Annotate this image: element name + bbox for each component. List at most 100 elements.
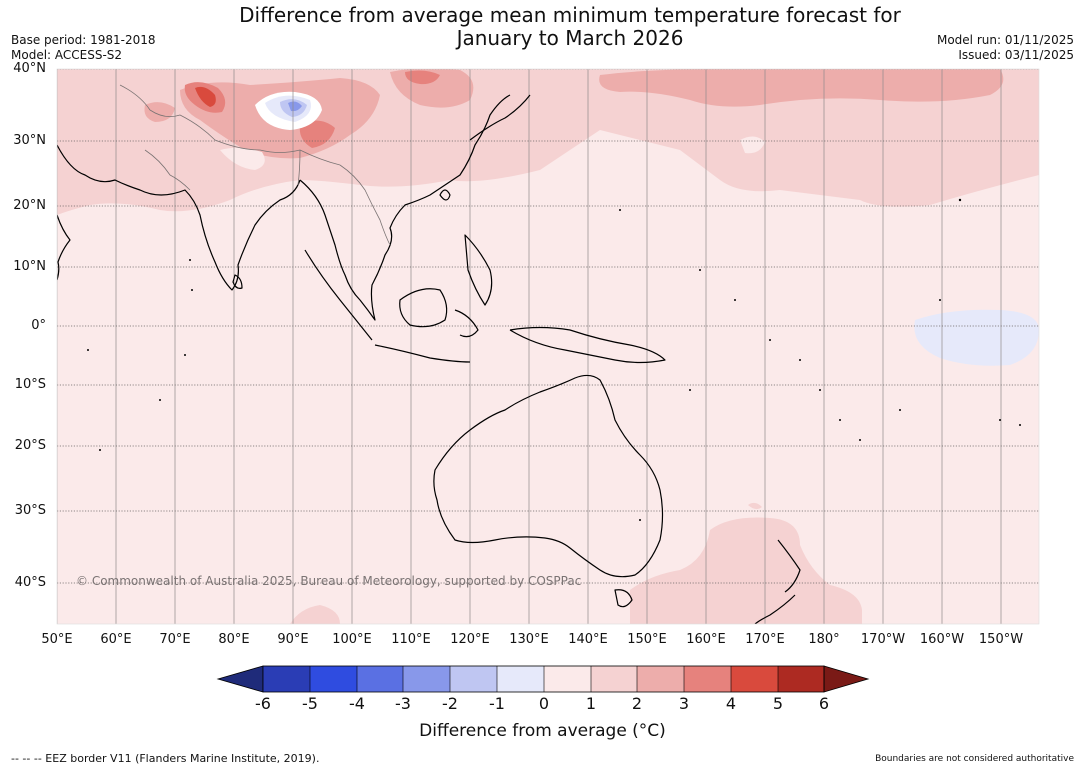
lat-label-10n: 10°N: [13, 259, 46, 274]
lon-label-130e: 130°E: [509, 632, 549, 647]
colorbar-tick-5: 5: [772, 694, 784, 713]
pacific-islands: [87, 198, 1021, 521]
colorbar-tick-minus2: -2: [442, 694, 458, 713]
coast-tasmania: [614, 589, 633, 608]
colorbar-tick-minus6: -6: [255, 694, 271, 713]
colorbar-seg-4: [731, 666, 778, 692]
coast-sumatra: [304, 249, 373, 341]
anomaly-band-1-2-south: [630, 517, 862, 624]
anomaly-patch-minus3-2: [288, 101, 302, 112]
colorbar-arrow-high: [823, 665, 870, 693]
lon-label-170w: 170°W: [860, 632, 906, 647]
colorbar-seg-minus3: [403, 666, 450, 692]
coast-sulawesi: [454, 309, 479, 338]
lat-label-30n: 30°N: [13, 133, 46, 148]
lat-label-40s: 40°S: [14, 575, 46, 590]
colorbar-seg-1: [591, 666, 637, 692]
coast-new-zealand-south: [754, 594, 796, 624]
map-title: Difference from average mean minimum tem…: [0, 4, 1085, 50]
colorbar: [216, 665, 870, 693]
colorbar-label: Difference from average (°C): [419, 721, 666, 741]
coast-japan: [469, 94, 531, 141]
colorbar-seg-minus4: [357, 666, 403, 692]
meta-right: Model run: 01/11/2025 Issued: 03/11/2025: [937, 33, 1074, 63]
colorbar-tick-0: 0: [538, 694, 550, 713]
eez-legend: -- -- -- EEZ border V11 (Flanders Marine…: [11, 752, 320, 765]
coast-philippines: [464, 234, 493, 306]
coast-java: [374, 344, 471, 363]
colorbar-seg-2: [637, 666, 684, 692]
meta-left: Base period: 1981-2018 Model: ACCESS-S2: [11, 33, 156, 63]
anomaly-patch-south-indian: [290, 605, 340, 624]
lat-label-equator: 0°: [31, 318, 46, 333]
colorbar-seg-5: [778, 666, 824, 692]
lon-label-50e: 50°E: [41, 632, 73, 647]
lon-label-70e: 70°E: [159, 632, 191, 647]
colorbar-tick-3: 3: [678, 694, 690, 713]
anomaly-patch-2-3-pacific: [599, 69, 1004, 107]
lon-label-150w: 150°W: [978, 632, 1024, 647]
anomaly-patch-2-3-iran: [144, 102, 175, 122]
colorbar-tick-minus4: -4: [349, 694, 365, 713]
lon-label-160e: 160°E: [686, 632, 726, 647]
coast-sri-lanka: [232, 274, 243, 289]
copyright-notice: © Commonwealth of Australia 2025, Bureau…: [76, 574, 582, 588]
colorbar-seg-minus6: [263, 666, 310, 692]
coast-se-asia: [299, 94, 511, 321]
colorbar-seg-minus2: [450, 666, 497, 692]
colorbar-tick-minus1: -1: [489, 694, 505, 713]
anomaly-equatorial-cool: [914, 309, 1039, 366]
issued-date: Issued: 03/11/2025: [958, 48, 1074, 62]
lon-label-150e: 150°E: [627, 632, 667, 647]
colorbar-seg-0: [544, 666, 591, 692]
coast-new-zealand-north: [777, 539, 801, 593]
country-borders: [119, 84, 391, 246]
lon-label-180: 180°: [808, 632, 840, 647]
colorbar-seg-minus5: [310, 666, 357, 692]
lon-label-160w: 160°W: [919, 632, 965, 647]
coast-australia: [433, 374, 664, 578]
title-line-2: January to March 2026: [456, 26, 684, 50]
boundaries-disclaimer: Boundaries are not considered authoritat…: [875, 754, 1074, 764]
coast-arabia-india: [57, 144, 301, 291]
colorbar-seg-3: [684, 666, 731, 692]
model-name: Model: ACCESS-S2: [11, 48, 123, 62]
colorbar-tick-6: 6: [818, 694, 830, 713]
anomaly-patch-tasman: [748, 502, 762, 510]
lon-label-170e: 170°E: [745, 632, 785, 647]
latitude-gridlines: [57, 69, 1039, 584]
lat-label-20s: 20°S: [14, 438, 46, 453]
lat-label-20n: 20°N: [13, 198, 46, 213]
anomaly-india-pale: [220, 147, 265, 170]
lon-label-80e: 80°E: [218, 632, 250, 647]
anomaly-patch-3-4-north: [405, 70, 440, 85]
lon-label-60e: 60°E: [100, 632, 132, 647]
anomaly-patch-4-5: [195, 86, 216, 107]
map-area: [57, 69, 1039, 624]
base-period: Base period: 1981-2018: [11, 33, 156, 47]
model-run: Model run: 01/11/2025: [936, 33, 1074, 47]
colorbar-tick-1: 1: [585, 694, 597, 713]
lon-label-140e: 140°E: [568, 632, 608, 647]
coast-new-guinea: [509, 326, 666, 364]
coast-east-africa: [57, 214, 71, 281]
lon-label-110e: 110°E: [391, 632, 431, 647]
coast-borneo: [399, 288, 448, 328]
lat-label-40n: 40°N: [13, 61, 46, 76]
coast-taiwan: [439, 189, 451, 201]
lon-label-90e: 90°E: [277, 632, 309, 647]
colorbar-tick-minus3: -3: [395, 694, 411, 713]
colorbar-tick-minus5: -5: [302, 694, 318, 713]
colorbar-tick-2: 2: [631, 694, 643, 713]
colorbar-tick-4: 4: [725, 694, 737, 713]
colorbar-seg-minus1: [497, 666, 544, 692]
lat-label-30s: 30°S: [14, 503, 46, 518]
title-line-1: Difference from average mean minimum tem…: [239, 3, 901, 27]
lat-label-10s: 10°S: [14, 377, 46, 392]
coastlines: [57, 94, 801, 624]
longitude-gridlines: [57, 69, 1002, 624]
colorbar-arrow-low: [216, 665, 264, 693]
lon-label-120e: 120°E: [450, 632, 490, 647]
lon-label-100e: 100°E: [332, 632, 372, 647]
